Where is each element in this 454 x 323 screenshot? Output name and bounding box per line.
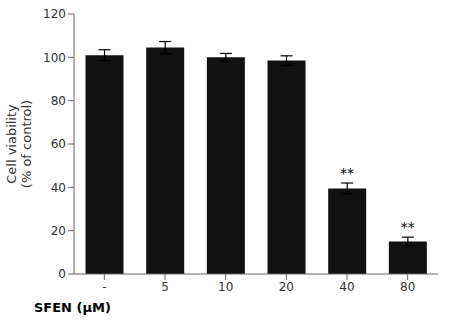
svg-text:120: 120	[43, 7, 66, 21]
svg-text:0: 0	[58, 267, 66, 281]
svg-text:5: 5	[161, 280, 169, 294]
html-text:SFEN (μM): SFEN (μM)	[34, 300, 111, 315]
svg-text:60: 60	[51, 137, 66, 151]
svg-text:80: 80	[51, 94, 66, 108]
svg-text:**: **	[340, 165, 354, 181]
html-text:Cell viability (% of control): Cell viability (% of control)	[4, 99, 34, 189]
svg-text:10: 10	[218, 280, 233, 294]
svg-text:**: **	[401, 219, 415, 235]
svg-text:-: -	[102, 280, 106, 294]
svg-text:20: 20	[279, 280, 294, 294]
svg-text:100: 100	[43, 51, 66, 65]
svg-text:40: 40	[339, 280, 354, 294]
svg-text:20: 20	[51, 224, 66, 238]
svg-text:40: 40	[51, 181, 66, 195]
svg-text:80: 80	[400, 280, 415, 294]
